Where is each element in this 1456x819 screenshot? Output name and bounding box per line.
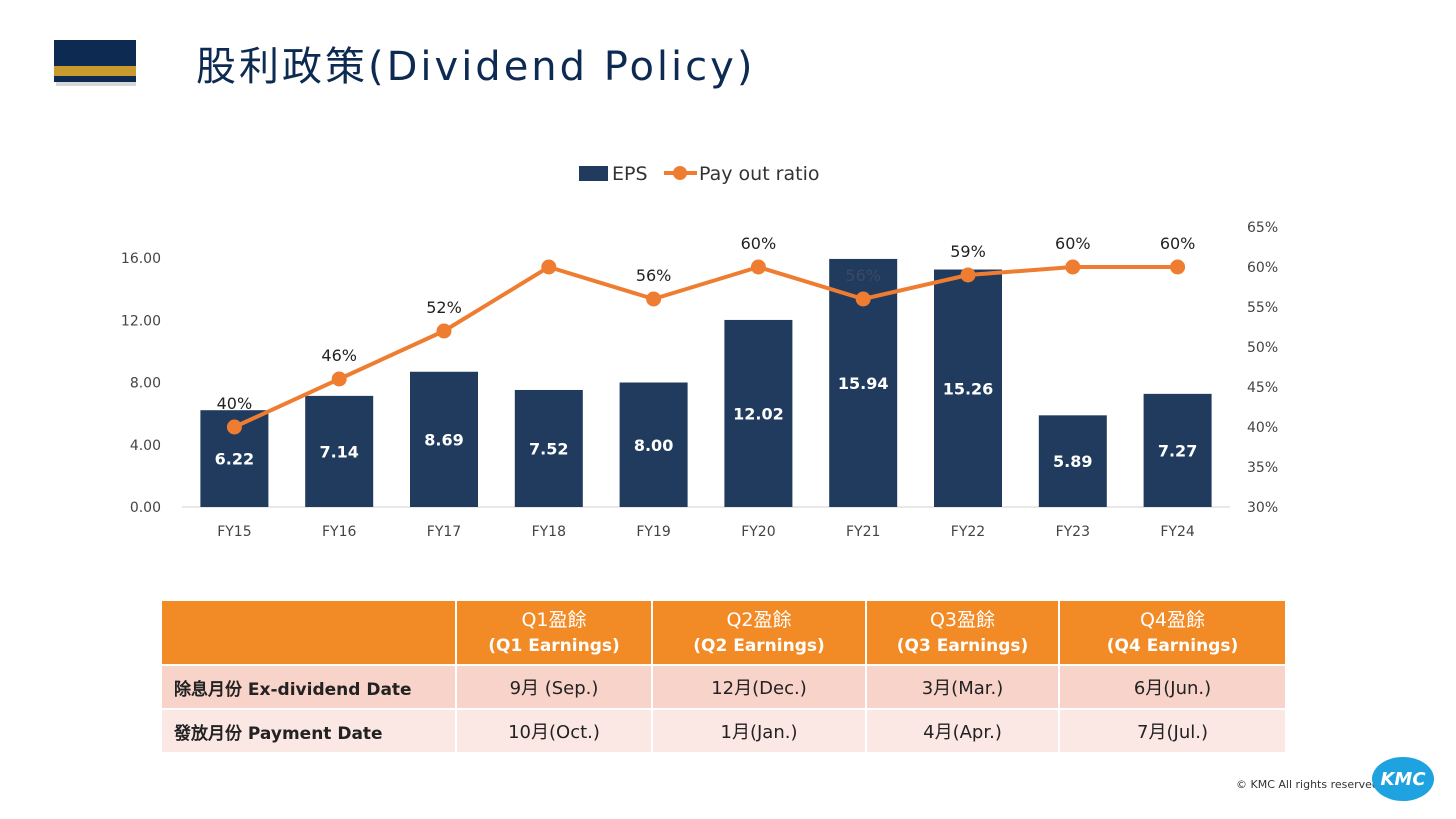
- payout-ratio-label: 60%: [1160, 234, 1196, 253]
- eps-bar: [934, 269, 1002, 507]
- right-axis-tick-label: 55%: [1247, 300, 1278, 316]
- payout-ratio-point: [1170, 259, 1186, 275]
- payout-ratio-label: 60%: [1055, 234, 1091, 253]
- eps-bar-label: 7.14: [319, 442, 358, 461]
- eps-bar-label: 15.26: [943, 379, 994, 398]
- eps-bar: [410, 371, 478, 507]
- table-cell: 1月(Jan.): [651, 708, 867, 754]
- payout-ratio-point: [960, 267, 976, 283]
- right-axis-tick-label: 30%: [1247, 500, 1278, 516]
- eps-bar-label: 12.02: [733, 404, 784, 423]
- table-cell: 7月(Jul.): [1058, 708, 1287, 754]
- x-axis-tick-label: FY16: [322, 524, 357, 540]
- eps-bar-label: 15.94: [838, 374, 889, 393]
- table-header-corner: [160, 599, 457, 666]
- eps-bar: [619, 382, 688, 507]
- x-axis-tick-label: FY19: [636, 524, 670, 540]
- table-row-payment: 發放月份 Payment Date 10月(Oct.) 1月(Jan.) 4月(…: [160, 708, 1287, 754]
- x-axis-tick-label: FY23: [1056, 524, 1090, 540]
- eps-bar: [514, 389, 583, 507]
- header-q4: Q4盈餘 (Q4 Earnings): [1058, 599, 1287, 666]
- payout-ratio-label: 60%: [741, 234, 777, 253]
- dividend-schedule-table: Q1盈餘 (Q1 Earnings) Q2盈餘 (Q2 Earnings) Q3盈餘…: [160, 599, 1287, 754]
- table-cell: 9月 (Sep.): [455, 664, 653, 710]
- x-axis-tick-label: FY20: [741, 524, 775, 540]
- table-cell: 6月(Jun.): [1058, 664, 1287, 710]
- table-cell: 12月(Dec.): [651, 664, 867, 710]
- brand-flag-logo: [54, 40, 136, 86]
- legend-payout-marker: [673, 166, 687, 180]
- header-q2: Q2盈餘 (Q2 Earnings): [651, 599, 867, 666]
- eps-bar-label: 5.89: [1053, 452, 1092, 471]
- header-q3: Q3盈餘 (Q3 Earnings): [865, 599, 1060, 666]
- right-axis-tick-label: 60%: [1247, 260, 1278, 276]
- eps-bar-label: 7.52: [529, 439, 568, 458]
- eps-bar-label: 7.27: [1158, 441, 1197, 460]
- table-row-ex-dividend: 除息月份 Ex-dividend Date 9月 (Sep.) 12月(Dec.…: [160, 664, 1287, 710]
- copyright-text: © KMC All rights reserved: [1236, 778, 1379, 791]
- legend-payout-label: Pay out ratio: [699, 163, 820, 185]
- kmc-logo: KMC: [1372, 757, 1434, 801]
- eps-bar-label: 8.69: [424, 430, 463, 449]
- payout-ratio-point: [226, 419, 242, 435]
- page-title: 股利政策(Dividend Policy): [196, 44, 756, 90]
- eps-bar: [724, 319, 793, 507]
- right-axis-tick-label: 35%: [1247, 460, 1278, 476]
- eps-bar: [1143, 393, 1212, 507]
- x-axis-tick-label: FY15: [217, 524, 251, 540]
- x-axis-tick-label: FY17: [427, 524, 461, 540]
- row-label-payment: 發放月份 Payment Date: [160, 708, 457, 754]
- x-axis-tick-label: FY21: [846, 524, 880, 540]
- x-axis-tick-label: FY22: [951, 524, 985, 540]
- payout-ratio-point: [436, 323, 452, 339]
- payout-ratio-label: 56%: [845, 266, 881, 285]
- eps-bar-label: 8.00: [634, 436, 673, 455]
- payout-ratio-label: 59%: [950, 242, 986, 261]
- eps-bar-label: 6.22: [215, 450, 254, 469]
- payout-ratio-point: [750, 259, 766, 275]
- eps-bar: [1038, 415, 1107, 507]
- left-axis-tick-label: 0.00: [130, 500, 161, 516]
- left-axis-tick-label: 12.00: [121, 313, 161, 329]
- x-axis-tick-label: FY18: [532, 524, 566, 540]
- payout-ratio-label: 56%: [636, 266, 672, 285]
- left-axis-tick-label: 4.00: [130, 438, 161, 454]
- payout-ratio-point: [646, 291, 662, 307]
- left-axis-tick-label: 8.00: [130, 376, 161, 392]
- right-axis-tick-label: 65%: [1247, 220, 1278, 236]
- payout-ratio-point: [331, 371, 347, 387]
- payout-ratio-label: 46%: [321, 346, 357, 365]
- payout-ratio-point: [541, 259, 557, 275]
- left-axis-tick-label: 16.00: [121, 251, 161, 267]
- eps-bar: [305, 395, 374, 507]
- payout-ratio-point: [1065, 259, 1081, 275]
- payout-ratio-point: [855, 291, 871, 307]
- table-header-row: Q1盈餘 (Q1 Earnings) Q2盈餘 (Q2 Earnings) Q3盈餘…: [160, 599, 1287, 666]
- row-label-ex-dividend: 除息月份 Ex-dividend Date: [160, 664, 457, 710]
- table-cell: 4月(Apr.): [865, 708, 1060, 754]
- payout-ratio-label: 40%: [217, 394, 253, 413]
- right-axis-tick-label: 50%: [1247, 340, 1278, 356]
- x-axis-tick-label: FY24: [1160, 524, 1195, 540]
- header-q1: Q1盈餘 (Q1 Earnings): [455, 599, 653, 666]
- eps-payout-chart: 0.00 4.00 8.00 12.00 16.00 30% 35% 40% 45% 50% 55%…: [121, 163, 1278, 540]
- legend-eps-swatch: [579, 166, 608, 181]
- right-axis-tick-label: 45%: [1247, 380, 1278, 396]
- table-cell: 3月(Mar.): [865, 664, 1060, 710]
- right-axis-tick-label: 40%: [1247, 420, 1278, 436]
- payout-ratio-label: 52%: [426, 298, 462, 317]
- legend-eps-label: EPS: [612, 163, 648, 185]
- table-cell: 10月(Oct.): [455, 708, 653, 754]
- payout-ratio-line: [233, 265, 1178, 429]
